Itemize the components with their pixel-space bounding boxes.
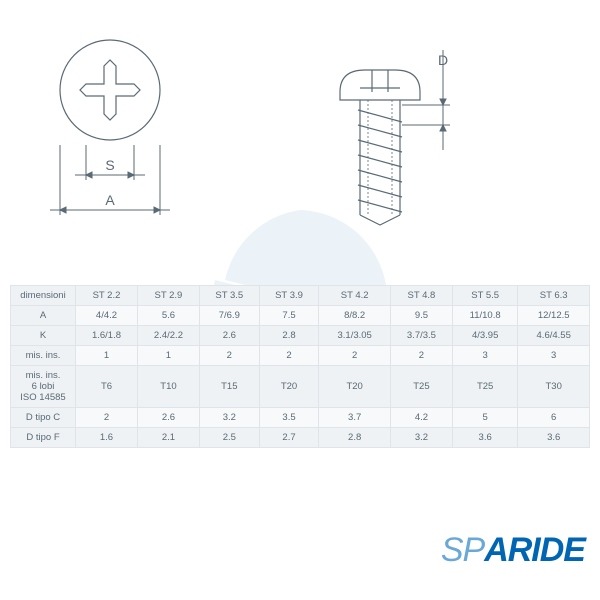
table-cell: 2.6: [137, 408, 199, 428]
table-cell: 5: [452, 408, 517, 428]
logo-light: SP: [441, 531, 484, 569]
col-header: ST 6.3: [518, 286, 590, 306]
row-label: mis. ins.6 lobiISO 14585: [11, 366, 76, 408]
table-cell: 3: [518, 346, 590, 366]
dimensions-table: dimensioniST 2.2ST 2.9ST 3.5ST 3.9ST 4.2…: [10, 285, 590, 448]
table-cell: 2.7: [259, 428, 319, 448]
table-cell: 3.5: [259, 408, 319, 428]
table-cell: 5.6: [137, 306, 199, 326]
col-header: ST 4.8: [390, 286, 452, 306]
table-cell: 3.7/3.5: [390, 326, 452, 346]
label-d: D: [438, 52, 448, 68]
col-header: ST 4.2: [319, 286, 391, 306]
table-cell: 1: [137, 346, 199, 366]
table-row: D tipo C22.63.23.53.74.256: [11, 408, 590, 428]
table-row: mis. ins.6 lobiISO 14585T6T10T15T20T20T2…: [11, 366, 590, 408]
row-label: A: [11, 306, 76, 326]
table-row: A4/4.25.67/6.97.58/8.29.511/10.812/12.5: [11, 306, 590, 326]
table-cell: T6: [76, 366, 138, 408]
table-cell: 4/3.95: [452, 326, 517, 346]
table-cell: 11/10.8: [452, 306, 517, 326]
table-cell: 2.5: [199, 428, 259, 448]
table-row: K1.6/1.82.4/2.22.62.83.1/3.053.7/3.54/3.…: [11, 326, 590, 346]
table-cell: T10: [137, 366, 199, 408]
table-cell: 2.6: [199, 326, 259, 346]
table-cell: 3.6: [518, 428, 590, 448]
col-header: ST 2.2: [76, 286, 138, 306]
brand-logo: SPARIDE: [441, 531, 585, 570]
table-cell: 2.8: [319, 428, 391, 448]
table-cell: 1.6: [76, 428, 138, 448]
table-cell: 4.2: [390, 408, 452, 428]
table-cell: 3.2: [199, 408, 259, 428]
table-cell: 2: [319, 346, 391, 366]
table-cell: 2: [199, 346, 259, 366]
table-cell: 7/6.9: [199, 306, 259, 326]
table-cell: 8/8.2: [319, 306, 391, 326]
table-cell: T30: [518, 366, 590, 408]
table-cell: 3: [452, 346, 517, 366]
table-cell: 2.1: [137, 428, 199, 448]
col-header: ST 3.5: [199, 286, 259, 306]
row-label: D tipo C: [11, 408, 76, 428]
col-header-label: dimensioni: [11, 286, 76, 306]
table-cell: 7.5: [259, 306, 319, 326]
col-header: ST 5.5: [452, 286, 517, 306]
table-cell: 2: [76, 408, 138, 428]
table-cell: 6: [518, 408, 590, 428]
table-cell: 2: [259, 346, 319, 366]
table-cell: 3.1/3.05: [319, 326, 391, 346]
table-row: D tipo F1.62.12.52.72.83.23.63.6: [11, 428, 590, 448]
row-label: D tipo F: [11, 428, 76, 448]
table-cell: T25: [452, 366, 517, 408]
table-row: mis. ins.11222233: [11, 346, 590, 366]
row-label: mis. ins.: [11, 346, 76, 366]
row-label: K: [11, 326, 76, 346]
table-cell: 3.7: [319, 408, 391, 428]
table-cell: 9.5: [390, 306, 452, 326]
table-cell: 3.6: [452, 428, 517, 448]
logo-bold: ARIDE: [484, 531, 585, 569]
table-cell: 2.4/2.2: [137, 326, 199, 346]
table-cell: 2: [390, 346, 452, 366]
table-cell: 1.6/1.8: [76, 326, 138, 346]
table-cell: T15: [199, 366, 259, 408]
table-cell: 2.8: [259, 326, 319, 346]
screw-diagram: S A: [0, 10, 600, 280]
table-cell: 3.2: [390, 428, 452, 448]
table-cell: T20: [319, 366, 391, 408]
col-header: ST 3.9: [259, 286, 319, 306]
label-s: S: [105, 157, 114, 173]
table-cell: 4/4.2: [76, 306, 138, 326]
table-cell: 12/12.5: [518, 306, 590, 326]
diagram-area: S A: [0, 0, 600, 280]
table-cell: T20: [259, 366, 319, 408]
col-header: ST 2.9: [137, 286, 199, 306]
table-cell: 1: [76, 346, 138, 366]
label-a: A: [105, 192, 115, 208]
table-cell: T25: [390, 366, 452, 408]
table-cell: 4.6/4.55: [518, 326, 590, 346]
